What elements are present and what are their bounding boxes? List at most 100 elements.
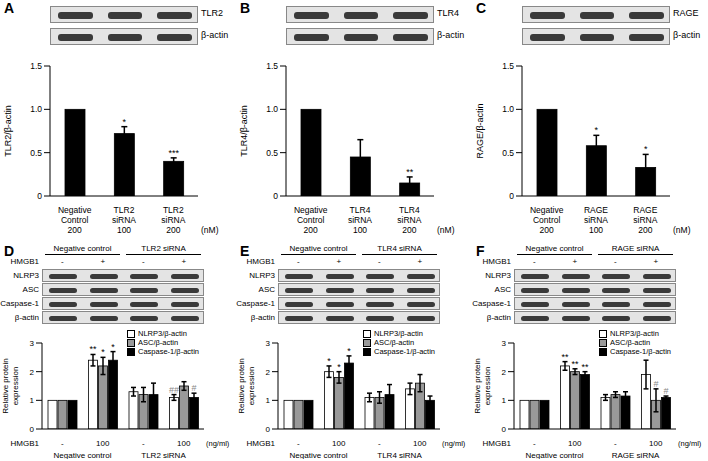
svg-text:#: # xyxy=(653,379,658,389)
svg-text:100: 100 xyxy=(177,439,191,448)
svg-text:(ng/ml): (ng/ml) xyxy=(206,439,230,448)
svg-text:*: * xyxy=(123,117,127,127)
svg-text:2: 2 xyxy=(502,368,507,377)
html-text:Relative protein expression: Relative protein expression xyxy=(473,358,492,414)
svg-text:100: 100 xyxy=(649,439,663,448)
svg-text:Negative: Negative xyxy=(58,205,92,215)
svg-text:0: 0 xyxy=(502,425,507,434)
svg-text:#: # xyxy=(191,383,196,393)
svg-text:0: 0 xyxy=(266,425,271,434)
svg-text:*: * xyxy=(347,346,351,356)
svg-text:(nM): (nM) xyxy=(673,225,691,235)
svg-text:**: ** xyxy=(406,167,414,177)
svg-text:Control: Control xyxy=(297,215,325,225)
svg-text:*: * xyxy=(327,356,331,366)
svg-text:0: 0 xyxy=(509,191,514,201)
svg-text:1: 1 xyxy=(30,396,35,405)
html-text:Relative protein expression: Relative protein expression xyxy=(237,358,256,414)
svg-text:(ng/ml): (ng/ml) xyxy=(678,439,702,448)
svg-text:100: 100 xyxy=(353,225,367,235)
svg-text:RAGE: RAGE xyxy=(584,205,608,215)
svg-text:Negative control: Negative control xyxy=(290,451,348,459)
svg-text:-: - xyxy=(61,439,64,448)
svg-text:1: 1 xyxy=(502,396,507,405)
html-text:A: A xyxy=(4,0,15,16)
svg-text:siRNA: siRNA xyxy=(161,215,185,225)
svg-text:*: * xyxy=(111,343,115,352)
svg-text:Control: Control xyxy=(533,215,561,225)
svg-text:0: 0 xyxy=(30,425,35,434)
svg-text:-: - xyxy=(142,439,145,448)
svg-text:Negative: Negative xyxy=(294,205,328,215)
svg-text:##: ## xyxy=(169,385,179,395)
svg-text:TLR2: TLR2 xyxy=(163,205,184,215)
svg-text:TLR4: TLR4 xyxy=(399,205,420,215)
svg-text:3: 3 xyxy=(266,339,271,348)
svg-text:-: - xyxy=(533,439,536,448)
svg-text:TLR2: TLR2 xyxy=(114,205,135,215)
svg-text:**: ** xyxy=(561,352,569,362)
svg-text:200: 200 xyxy=(166,225,180,235)
svg-text:(nM): (nM) xyxy=(437,225,455,235)
svg-text:**: ** xyxy=(89,344,97,354)
svg-text:100: 100 xyxy=(96,439,110,448)
svg-text:1: 1 xyxy=(266,396,271,405)
svg-text:3: 3 xyxy=(30,339,35,348)
svg-text:0: 0 xyxy=(37,191,42,201)
svg-text:200: 200 xyxy=(68,225,82,235)
svg-text:1.0: 1.0 xyxy=(502,104,514,114)
svg-text:200: 200 xyxy=(638,225,652,235)
svg-text:RAGE: RAGE xyxy=(633,205,657,215)
svg-text:Negative control: Negative control xyxy=(54,451,112,459)
svg-text:-: - xyxy=(297,439,300,448)
svg-text:RAGE siRNA: RAGE siRNA xyxy=(612,451,660,459)
svg-text:siRNA: siRNA xyxy=(633,215,657,225)
svg-text:***: *** xyxy=(168,148,179,158)
svg-text:(nM): (nM) xyxy=(201,225,219,235)
svg-text:0.5: 0.5 xyxy=(502,148,514,158)
svg-text:HMGB1: HMGB1 xyxy=(11,439,40,448)
svg-text:HMGB1: HMGB1 xyxy=(247,439,276,448)
svg-text:Negative: Negative xyxy=(530,205,564,215)
svg-text:1.5: 1.5 xyxy=(502,61,514,71)
svg-text:1.0: 1.0 xyxy=(30,104,42,114)
svg-text:100: 100 xyxy=(332,439,346,448)
svg-text:siRNA: siRNA xyxy=(348,215,372,225)
svg-text:**: ** xyxy=(581,362,589,372)
svg-text:2: 2 xyxy=(266,368,271,377)
svg-text:3: 3 xyxy=(502,339,507,348)
svg-text:siRNA: siRNA xyxy=(397,215,421,225)
svg-text:#: # xyxy=(663,386,668,396)
svg-text:*: * xyxy=(644,144,648,154)
svg-text:200: 200 xyxy=(304,225,318,235)
svg-text:1.5: 1.5 xyxy=(30,61,42,71)
svg-text:100: 100 xyxy=(589,225,603,235)
svg-text:-: - xyxy=(614,439,617,448)
svg-text:**: ** xyxy=(571,359,579,369)
svg-text:siRNA: siRNA xyxy=(584,215,608,225)
svg-text:Negative control: Negative control xyxy=(526,451,584,459)
svg-text:0.5: 0.5 xyxy=(266,148,278,158)
svg-text:Control: Control xyxy=(61,215,89,225)
svg-text:(ng/ml): (ng/ml) xyxy=(442,439,466,448)
svg-text:TLR4 siRNA: TLR4 siRNA xyxy=(377,451,422,459)
svg-text:100: 100 xyxy=(117,225,131,235)
svg-text:TLR2 siRNA: TLR2 siRNA xyxy=(141,451,186,459)
svg-text:1.5: 1.5 xyxy=(266,61,278,71)
svg-text:*: * xyxy=(337,362,341,372)
svg-text:siRNA: siRNA xyxy=(112,215,136,225)
svg-text:100: 100 xyxy=(568,439,582,448)
svg-text:-: - xyxy=(378,439,381,448)
svg-text:HMGB1: HMGB1 xyxy=(483,439,512,448)
svg-text:1.0: 1.0 xyxy=(266,104,278,114)
svg-text:200: 200 xyxy=(540,225,554,235)
svg-text:0.5: 0.5 xyxy=(30,148,42,158)
svg-text:100: 100 xyxy=(413,439,427,448)
svg-text:TLR4: TLR4 xyxy=(350,205,371,215)
svg-text:*: * xyxy=(101,347,105,357)
svg-text:200: 200 xyxy=(402,225,416,235)
svg-text:2: 2 xyxy=(30,368,35,377)
svg-text:*: * xyxy=(595,125,599,135)
svg-text:0: 0 xyxy=(273,191,278,201)
html-text:Relative protein expression: Relative protein expression xyxy=(1,358,20,414)
